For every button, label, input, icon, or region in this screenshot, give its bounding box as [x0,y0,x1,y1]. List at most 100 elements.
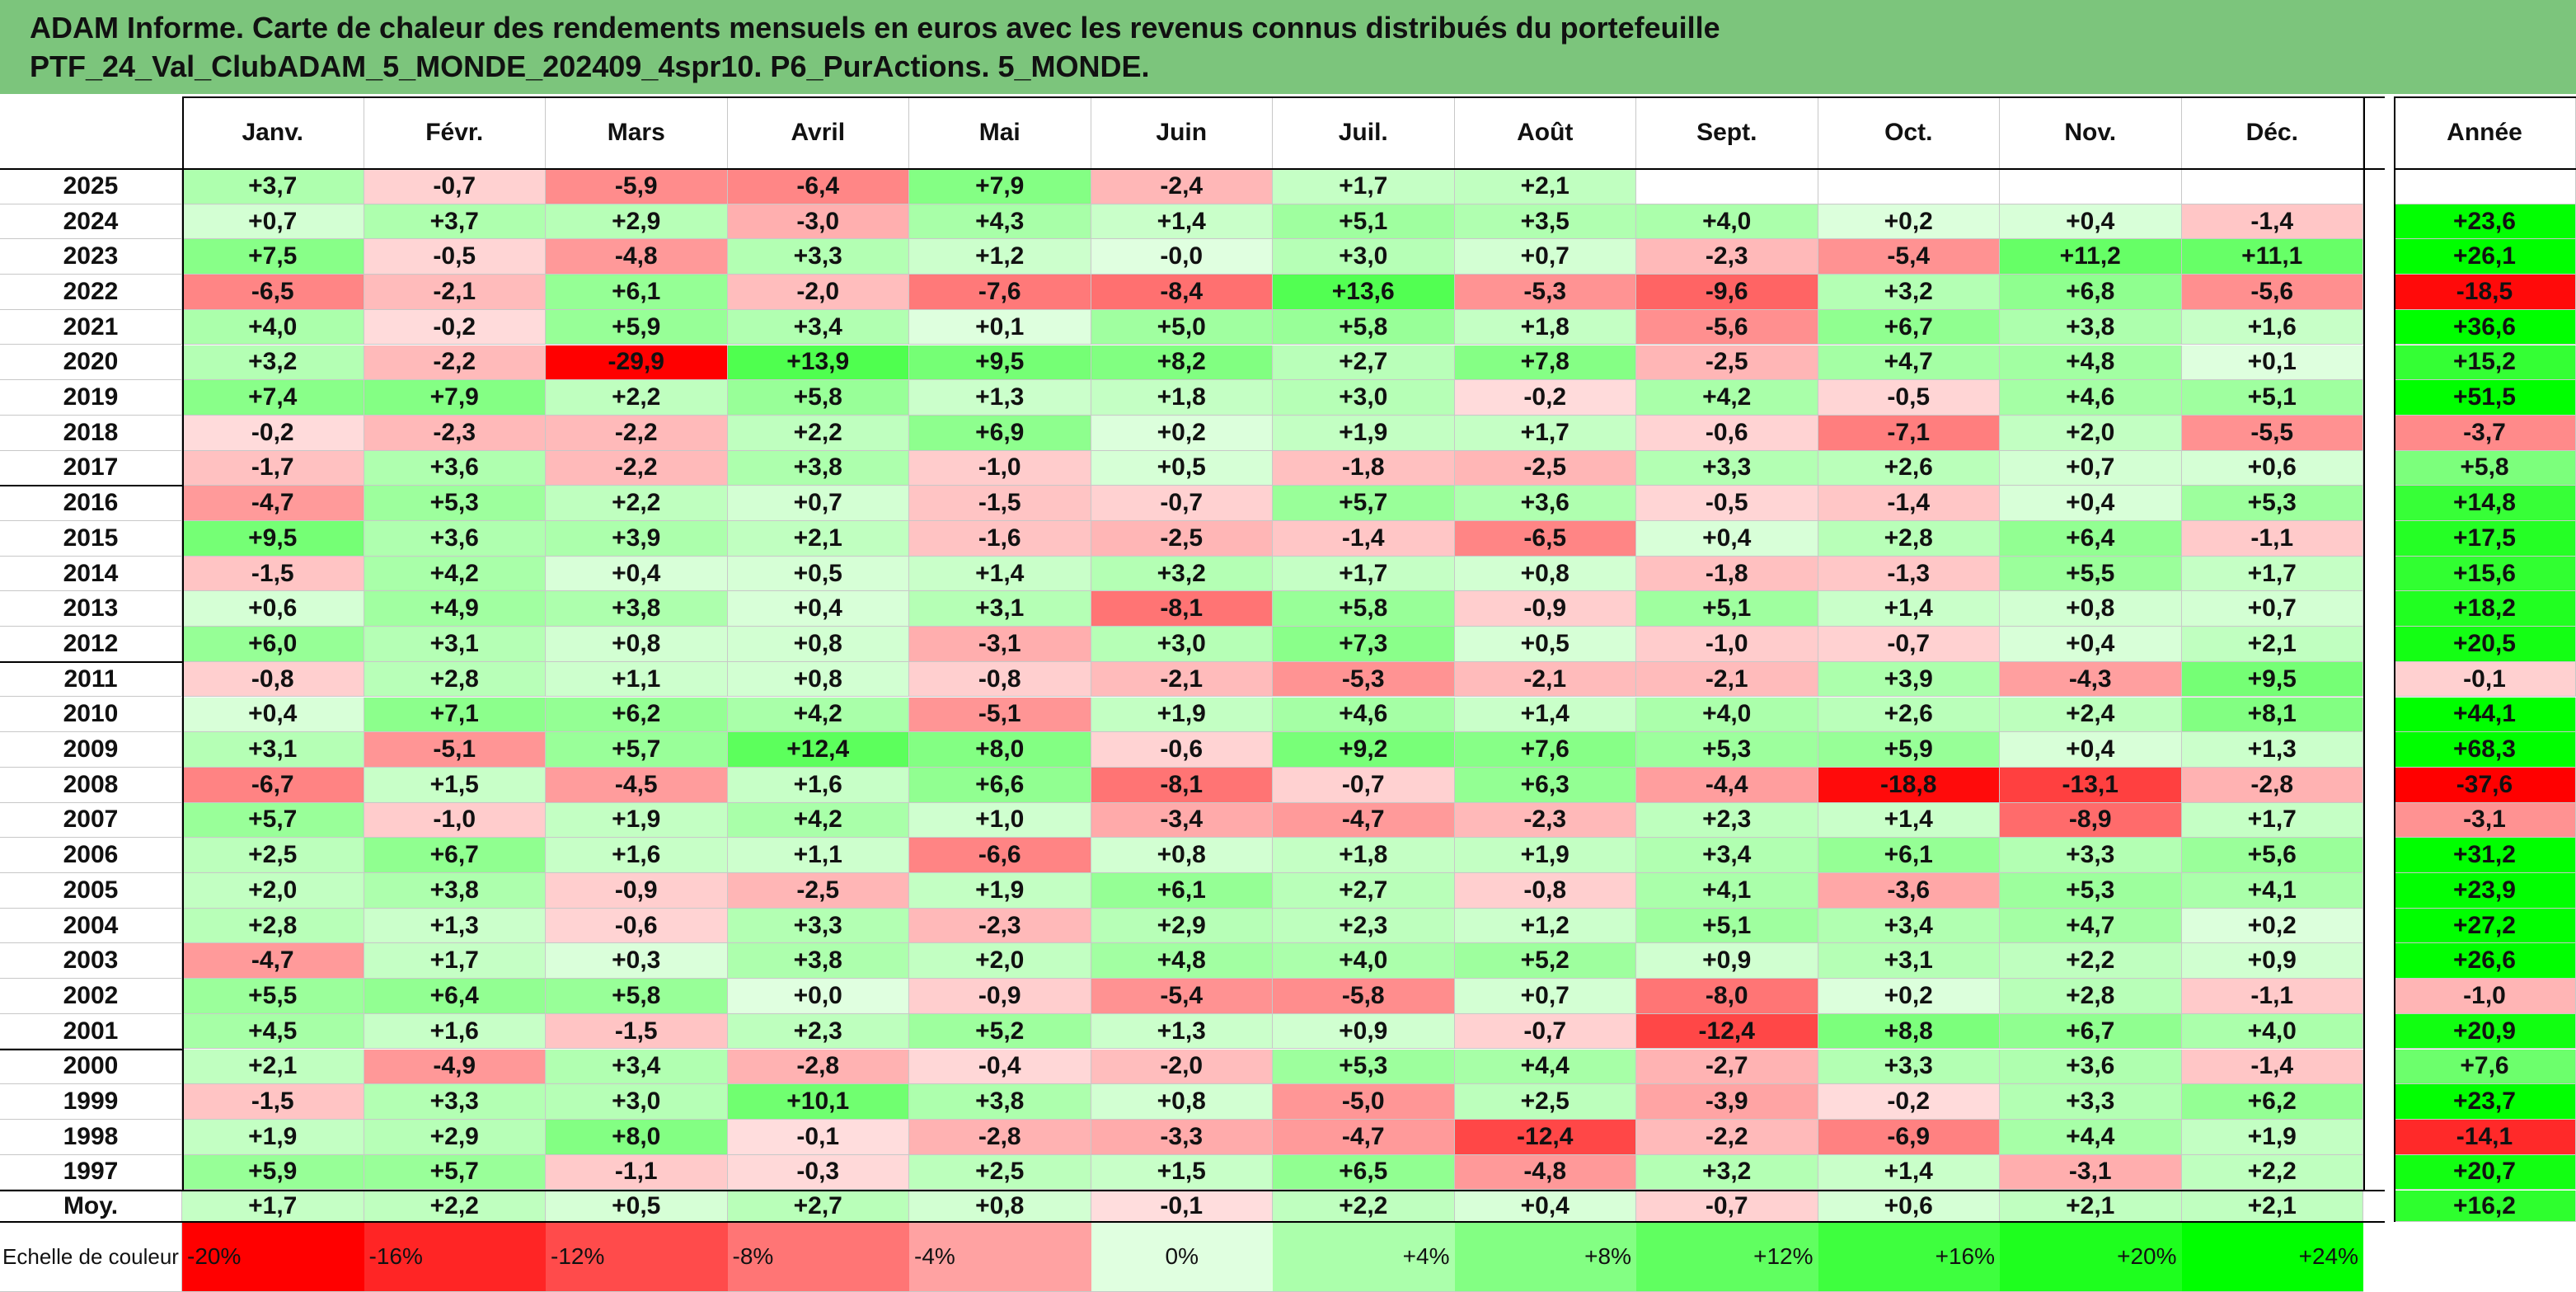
heatmap-cell: +0,4 [2000,486,2182,521]
heatmap-cell: +3,4 [727,309,909,345]
heatmap-cell: +0,7 [727,486,909,521]
heatmap-cell: +2,8 [1818,521,2000,557]
color-scale-step: +4% [1273,1222,1455,1292]
heatmap-cell: +3,2 [182,345,364,381]
average-cell: +2,2 [364,1191,546,1222]
row-label: 2020 [0,345,182,381]
heatmap-cell [2000,169,2182,204]
heatmap-cell: -2,8 [2181,767,2363,803]
year-total-cell: -14,1 [2394,1119,2576,1155]
heatmap-cell: +5,7 [546,732,728,768]
heatmap-cell: +1,3 [2181,732,2363,768]
heatmap-cell: +2,6 [1818,450,2000,486]
heatmap-cell: +1,6 [546,838,728,873]
year-total-cell: -3,7 [2394,415,2576,451]
column-header: Nov. [2000,96,2182,169]
heatmap-cell: -12,4 [1636,1013,1818,1050]
heatmap-cell: +0,4 [182,697,364,733]
column-header: Févr. [364,96,546,169]
row-label: 1999 [0,1084,182,1120]
heatmap-cell: -2,5 [1454,450,1636,486]
year-total-cell: +20,9 [2394,1013,2576,1050]
heatmap-cell: -0,7 [1454,1013,1636,1050]
heatmap-cell: +1,6 [727,767,909,803]
row-label: 2018 [0,415,182,451]
heatmap-cell: +4,5 [182,1013,364,1050]
heatmap-cell: +9,5 [2181,661,2363,698]
heatmap-cell: -7,6 [909,275,1091,310]
heatmap-cell: +6,8 [2000,275,2182,310]
heatmap-cell: -1,1 [546,1154,728,1191]
heatmap-cell: -0,9 [546,873,728,909]
heatmap-cell: +1,1 [727,838,909,873]
heatmap-cell: +3,2 [1636,1154,1818,1191]
divider-horizontal [0,1190,2385,1191]
heatmap-cell: +3,3 [1818,1049,2000,1085]
heatmap-cell: +2,1 [727,521,909,557]
heatmap-cell: +5,7 [364,1154,546,1191]
column-header: Juil. [1273,96,1455,169]
column-header: Avril [727,96,909,169]
heatmap-cell: +0,2 [1818,979,2000,1014]
row-label: 2005 [0,873,182,909]
row-label: 2019 [0,380,182,416]
heatmap-cell: +3,8 [727,450,909,486]
heatmap-cell: -4,8 [1454,1154,1636,1191]
heatmap-cell: -2,3 [364,415,546,451]
color-scale-step: +24% [2181,1222,2363,1292]
heatmap-cell: -29,9 [546,345,728,381]
heatmap-cell: +3,8 [2000,309,2182,345]
heatmap-cell: +5,2 [1454,943,1636,980]
year-total-cell [2394,169,2576,204]
heatmap-cell: +2,3 [1273,908,1455,944]
year-total-cell: +14,8 [2394,486,2576,521]
heatmap-cell: +3,8 [909,1084,1091,1120]
heatmap-cell: +0,4 [2000,732,2182,768]
heatmap-cell: -4,7 [1273,802,1455,839]
heatmap-cell: +5,8 [546,979,728,1014]
heatmap-cell: +0,9 [2181,943,2363,980]
column-header: Sept. [1636,96,1818,169]
row-label: 2010 [0,697,182,733]
heatmap-cell: +4,2 [364,556,546,592]
heatmap-cell: +5,3 [1273,1049,1455,1085]
heatmap-cell: +0,6 [2181,450,2363,486]
heatmap-cell: -5,1 [909,697,1091,733]
year-total-cell: +51,5 [2394,380,2576,416]
heatmap-cell: +9,5 [182,521,364,557]
heatmap-cell: -3,0 [727,204,909,240]
heatmap-cell: +1,9 [1273,415,1455,451]
heatmap-cell: -2,1 [1454,661,1636,698]
heatmap-cell: +5,3 [364,486,546,521]
heatmap-cell: +4,3 [909,204,1091,240]
heatmap-cell: +1,7 [1454,415,1636,451]
heatmap-cell: -2,5 [1636,345,1818,381]
heatmap-cell: +3,8 [546,591,728,627]
heatmap-cell: +2,2 [546,486,728,521]
average-cell: -0,7 [1636,1191,1818,1222]
heatmap-cell: +3,3 [727,239,909,275]
year-total-cell: -3,1 [2394,802,2576,839]
divider-vertical [182,96,184,1191]
heatmap-cell: -4,8 [546,239,728,275]
heatmap-cell: -0,0 [1091,239,1273,275]
heatmap-cell: +0,1 [2181,345,2363,381]
heatmap-cell: +2,3 [727,1013,909,1050]
heatmap-cell: -2,1 [1636,661,1818,698]
heatmap-cell: -1,3 [1818,556,2000,592]
heatmap-cell: -5,3 [1454,275,1636,310]
heatmap-cell: +1,9 [909,873,1091,909]
heatmap-cell: +3,8 [727,943,909,980]
heatmap-cell: -4,7 [182,486,364,521]
heatmap-cell: -8,1 [1091,767,1273,803]
average-cell: +0,4 [1454,1191,1636,1222]
heatmap-cell: +3,3 [2000,838,2182,873]
row-label: 2021 [0,309,182,345]
heatmap-cell: -0,9 [1454,591,1636,627]
heatmap-cell: +7,8 [1454,345,1636,381]
color-scale-step: +12% [1636,1222,1818,1292]
heatmap-cell: +0,7 [182,204,364,240]
year-total-cell: +7,6 [2394,1049,2576,1085]
heatmap-cell: +2,6 [1818,697,2000,733]
heatmap-cell: -2,1 [364,275,546,310]
